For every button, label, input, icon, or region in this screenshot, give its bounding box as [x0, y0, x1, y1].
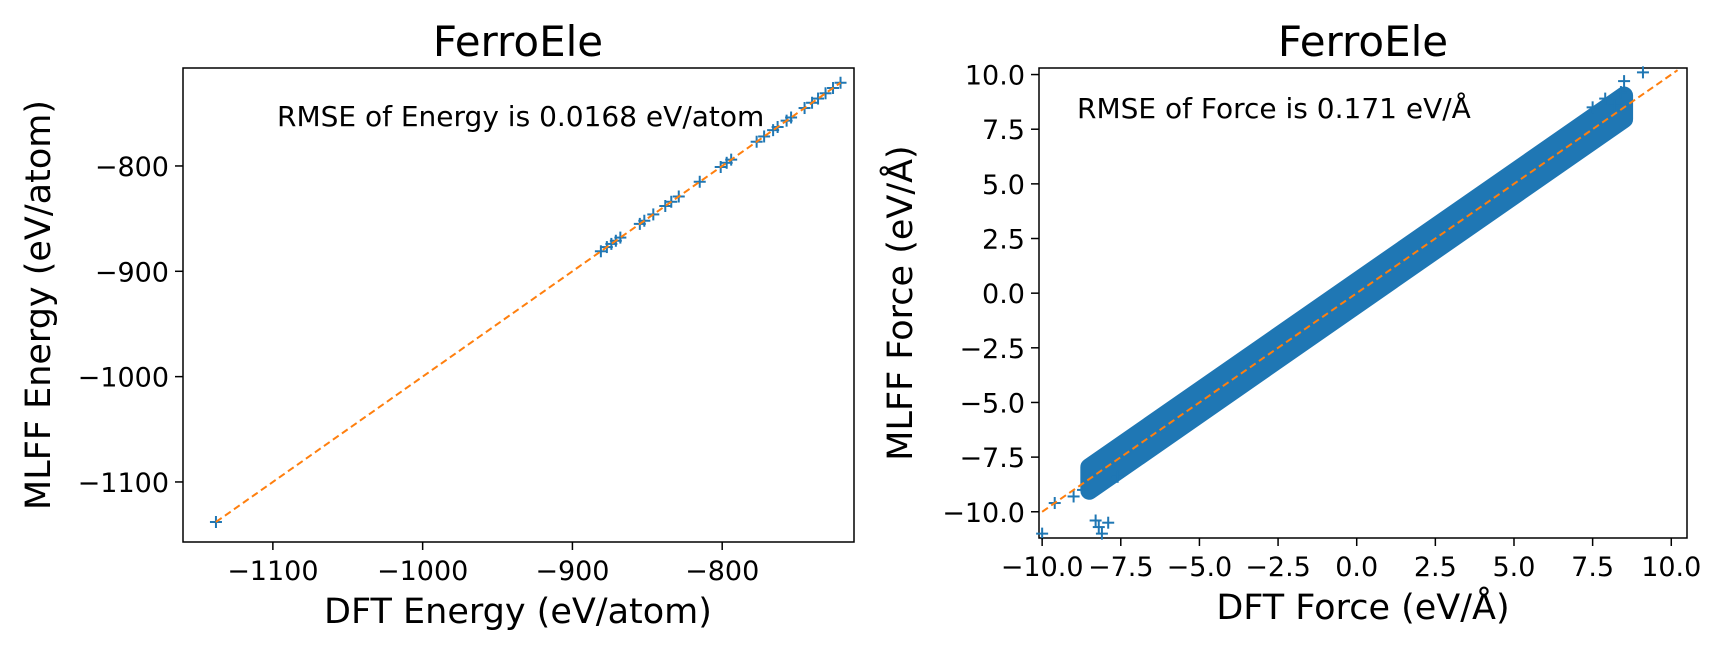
data-point	[785, 111, 798, 124]
plot-frame	[1038, 67, 1688, 539]
scatter-points	[1036, 66, 1679, 540]
data-point	[693, 175, 706, 188]
y-tick-label: −10.0	[942, 498, 1025, 529]
x-axis-ticks: −10.0 −7.5 −5.0 −2.5 0.0 2.5 5.0 7.5 10.0	[1001, 538, 1701, 583]
chart-title: FerroEle	[433, 17, 603, 66]
y-tick-label: −800	[95, 152, 169, 183]
data-point	[1614, 86, 1627, 99]
x-tick-label: 5.0	[1493, 552, 1536, 583]
x-tick-label: −800	[685, 556, 759, 587]
data-point	[1636, 66, 1649, 79]
y-tick-label: −1000	[78, 363, 169, 394]
data-point	[758, 130, 771, 143]
data-point	[1608, 99, 1621, 112]
data-point	[1095, 527, 1108, 540]
y-axis-label: MLFF Energy (eV/atom)	[19, 100, 59, 510]
x-axis-ticks: −1100 −1000 −900 −800	[227, 542, 759, 587]
rmse-annotation: RMSE of Energy is 0.0168 eV/atom	[277, 100, 764, 133]
x-tick-label: −7.5	[1088, 552, 1154, 583]
data-point	[1586, 101, 1599, 114]
y-axis-ticks: −1100 −1000 −900 −800	[78, 152, 183, 499]
x-tick-label: 10.0	[1641, 552, 1701, 583]
y-axis-ticks: −10.0 −7.5 −5.0 −2.5 0.0 2.5 5.0 7.5 10.0	[942, 61, 1039, 529]
data-point	[819, 87, 832, 100]
x-tick-label: −10.0	[1001, 552, 1084, 583]
x-tick-label: −900	[535, 556, 609, 587]
y-tick-label: −1100	[78, 468, 169, 499]
x-axis-label: DFT Force (eV/Å)	[1216, 585, 1509, 628]
data-point	[1092, 521, 1105, 534]
point-cloud-band	[1080, 86, 1634, 500]
y-tick-label: −7.5	[959, 443, 1025, 474]
y-tick-label: 10.0	[965, 61, 1025, 92]
reference-line	[1041, 69, 1679, 513]
energy-parity-plot: −1100 −1000 −900 −800 −1100 −1000 −900 −800 Fe…	[19, 17, 855, 632]
x-tick-label: 2.5	[1414, 552, 1457, 583]
data-point	[1111, 470, 1124, 483]
x-tick-label: −5.0	[1167, 552, 1233, 583]
rmse-annotation: RMSE of Force is 0.171 eV/Å	[1077, 91, 1471, 125]
y-tick-label: −900	[95, 257, 169, 288]
y-tick-label: −2.5	[959, 334, 1025, 365]
data-point	[812, 92, 825, 105]
data-point	[1618, 75, 1631, 88]
data-point	[1089, 514, 1102, 527]
x-tick-label: −2.5	[1245, 552, 1311, 583]
data-point	[1599, 92, 1612, 105]
data-point	[1102, 516, 1115, 529]
x-tick-label: −1000	[377, 556, 468, 587]
chart-title: FerroEle	[1278, 17, 1448, 66]
data-point	[1077, 483, 1090, 496]
x-tick-label: 7.5	[1571, 552, 1614, 583]
data-point	[1067, 490, 1080, 503]
scatter-points	[209, 76, 847, 528]
plot-frame	[182, 67, 855, 543]
data-point	[614, 231, 627, 244]
y-tick-label: −5.0	[959, 388, 1025, 419]
data-point	[1036, 527, 1049, 540]
y-axis-label: MLFF Force (eV/Å)	[878, 145, 921, 460]
y-tick-label: 7.5	[982, 115, 1025, 146]
x-tick-label: 0.0	[1335, 552, 1378, 583]
force-parity-plot: −10.0 −7.5 −5.0 −2.5 0.0 2.5 5.0 7.5 10.0 −10.0−…	[878, 17, 1701, 628]
y-tick-label: 5.0	[982, 170, 1025, 201]
y-tick-label: 2.5	[982, 225, 1025, 256]
x-axis-label: DFT Energy (eV/atom)	[324, 592, 712, 632]
x-tick-label: −1100	[227, 556, 318, 587]
y-tick-label: 0.0	[982, 279, 1025, 310]
reference-line	[215, 81, 842, 523]
